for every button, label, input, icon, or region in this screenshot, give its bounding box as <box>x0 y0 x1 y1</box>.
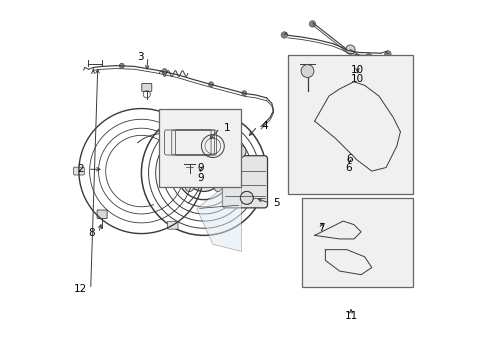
Circle shape <box>214 154 222 163</box>
Circle shape <box>233 145 246 158</box>
Text: 11: 11 <box>344 311 358 321</box>
Text: 6: 6 <box>346 154 353 164</box>
FancyBboxPatch shape <box>167 113 178 121</box>
Text: 3: 3 <box>138 52 144 62</box>
Circle shape <box>242 91 247 96</box>
FancyBboxPatch shape <box>97 210 107 219</box>
Text: 7: 7 <box>318 223 325 233</box>
Circle shape <box>309 21 316 27</box>
FancyBboxPatch shape <box>222 156 268 208</box>
Text: 10: 10 <box>351 73 364 84</box>
Text: 6: 6 <box>345 163 352 173</box>
Text: 8: 8 <box>88 228 95 238</box>
Text: 9: 9 <box>197 173 204 183</box>
Circle shape <box>301 64 314 77</box>
Circle shape <box>214 183 222 192</box>
Circle shape <box>346 45 355 54</box>
Circle shape <box>385 51 391 57</box>
Circle shape <box>162 68 167 73</box>
Bar <box>288 55 413 194</box>
Text: 9: 9 <box>197 163 204 173</box>
Text: 4: 4 <box>261 121 268 131</box>
Circle shape <box>241 192 253 204</box>
Circle shape <box>185 154 194 163</box>
Circle shape <box>209 82 214 87</box>
Text: 1: 1 <box>223 123 230 133</box>
Circle shape <box>185 183 194 192</box>
Text: 2: 2 <box>77 164 84 174</box>
Text: 10: 10 <box>351 65 364 75</box>
Polygon shape <box>197 173 242 251</box>
Text: 12: 12 <box>74 284 87 294</box>
Text: 5: 5 <box>273 198 280 208</box>
Bar <box>159 109 242 187</box>
Circle shape <box>241 192 253 204</box>
Bar <box>302 198 413 287</box>
FancyBboxPatch shape <box>167 221 178 229</box>
FancyBboxPatch shape <box>74 167 84 175</box>
Circle shape <box>119 63 124 68</box>
Circle shape <box>366 54 372 60</box>
FancyBboxPatch shape <box>142 84 152 91</box>
Circle shape <box>281 32 288 38</box>
Circle shape <box>185 154 222 192</box>
